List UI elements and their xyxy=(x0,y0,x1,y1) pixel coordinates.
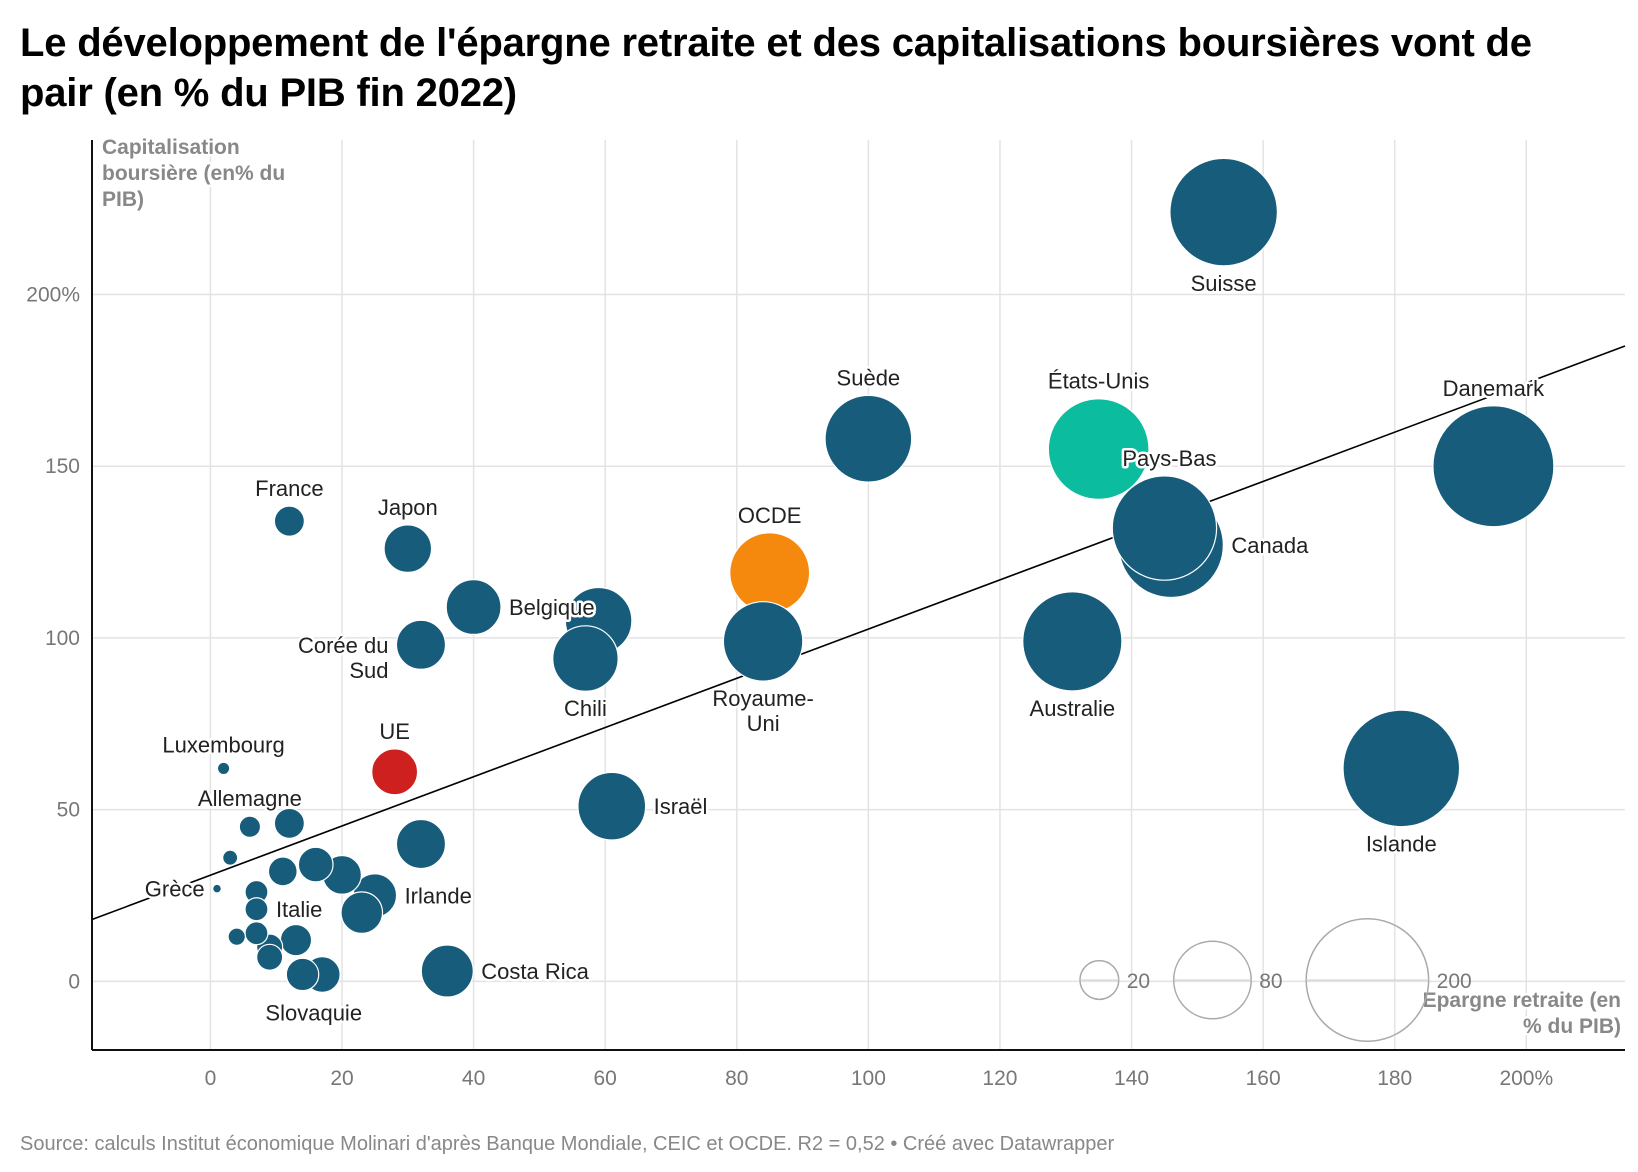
label-suisse: Suisse xyxy=(1191,271,1257,296)
point-coree-du-sud xyxy=(395,619,447,670)
point-japon xyxy=(383,524,433,573)
tick-labels: 0 20 40 60 80 100 120 140 160 180 200% 0 50 100 150 200… xyxy=(26,284,1553,1090)
axis-titles: Capitalisation boursière (en% du PIB) Eparg… xyxy=(100,134,1624,1041)
point-italie xyxy=(244,897,269,922)
point-royaume-uni xyxy=(722,601,804,682)
point-pays-bas xyxy=(1111,475,1218,581)
y-tick-label: 200% xyxy=(26,284,80,307)
point-ocde xyxy=(729,532,811,614)
y-tick-label: 50 xyxy=(57,799,80,822)
point-costa-rica xyxy=(420,944,474,998)
y-tick-label: 100 xyxy=(45,627,80,650)
point-grece xyxy=(212,883,222,894)
label-chili: Chili xyxy=(564,696,607,721)
x-tick-label: 40 xyxy=(462,1067,485,1090)
point-slovaquie xyxy=(285,957,320,992)
size-legend: 20 80 200 xyxy=(1079,918,1472,1042)
label-france: France xyxy=(255,476,323,501)
label-grece: Grèce xyxy=(145,877,205,902)
x-tick-label: 140 xyxy=(1114,1067,1149,1090)
point xyxy=(267,856,298,887)
point xyxy=(279,923,313,957)
point xyxy=(256,943,284,971)
label-royaume-uni: Royaume-Uni xyxy=(712,686,813,736)
label-irlande: Irlande xyxy=(405,883,472,908)
label-luxembourg: Luxembourg xyxy=(162,732,284,757)
axes xyxy=(91,140,1625,1051)
x-tick-label: 160 xyxy=(1246,1067,1281,1090)
label-pays-bas: Pays-Bas xyxy=(1122,446,1216,471)
point-etats-unis xyxy=(1047,398,1150,500)
regression-line xyxy=(91,345,1626,921)
gridlines xyxy=(92,140,1625,1050)
size-legend-label: 20 xyxy=(1127,970,1150,993)
size-legend-label: 200 xyxy=(1437,970,1472,993)
x-axis-title: Epargne retraite (en% du PIB) xyxy=(1423,989,1621,1038)
point-belgique xyxy=(445,579,502,636)
label-islande: Islande xyxy=(1366,832,1437,857)
point-israel xyxy=(577,771,647,841)
size-legend-label: 80 xyxy=(1259,970,1282,993)
point-australie xyxy=(1022,591,1123,692)
point xyxy=(297,846,334,883)
label-slovaquie: Slovaquie xyxy=(265,1001,362,1026)
x-tick-label: 80 xyxy=(725,1067,748,1090)
chart-title: Le développement de l'épargne retraite e… xyxy=(20,21,1532,115)
point-luxembourg xyxy=(216,761,231,776)
x-tick-label: 120 xyxy=(982,1067,1017,1090)
label-costa-rica: Costa Rica xyxy=(481,959,589,984)
data-points xyxy=(212,157,1555,998)
label-suede: Suède xyxy=(837,365,901,390)
point xyxy=(273,807,305,839)
point-islande xyxy=(1342,709,1461,828)
x-tick-label: 100 xyxy=(851,1067,886,1090)
label-belgique: Belgique xyxy=(509,595,595,620)
label-canada: Canada xyxy=(1231,533,1309,558)
y-tick-label: 150 xyxy=(45,455,80,478)
point xyxy=(222,849,239,866)
point-chili xyxy=(552,625,619,692)
source-note: Source: calculs Institut économique Moli… xyxy=(20,1133,1115,1155)
label-ocde: OCDE xyxy=(738,503,802,528)
point-suede xyxy=(824,394,913,483)
x-tick-label: 0 xyxy=(205,1067,217,1090)
y-axis-title: Capitalisation boursière (en% du PIB) xyxy=(102,136,285,211)
point-france xyxy=(273,505,305,537)
point xyxy=(227,927,247,946)
label-japon: Japon xyxy=(378,495,438,520)
point xyxy=(395,818,447,870)
point xyxy=(244,921,269,946)
label-ue: UE xyxy=(379,719,410,744)
point xyxy=(340,891,384,935)
label-australie: Australie xyxy=(1030,696,1116,721)
label-israel: Israël xyxy=(654,794,708,819)
x-tick-label: 20 xyxy=(330,1067,353,1090)
label-coree-du-sud: Corée du Sud xyxy=(298,633,389,683)
point-danemark xyxy=(1432,405,1555,528)
trendline xyxy=(91,345,1626,921)
point-ue xyxy=(371,748,419,796)
x-tick-label: 180 xyxy=(1377,1067,1412,1090)
label-italie: Italie xyxy=(276,897,322,922)
y-tick-label: 0 xyxy=(68,970,80,993)
label-allemagne: Allemagne xyxy=(198,786,302,811)
label-etats-unis: États-Unis xyxy=(1048,369,1149,394)
point-suisse xyxy=(1169,157,1278,267)
label-danemark: Danemark xyxy=(1443,376,1545,401)
x-tick-label: 60 xyxy=(594,1067,617,1090)
x-tick-label: 200% xyxy=(1499,1067,1553,1090)
point-allemagne xyxy=(238,815,262,838)
point-labels: Suisse Suède États-Unis Danemark Pays-Bas Can… xyxy=(142,268,1547,1028)
